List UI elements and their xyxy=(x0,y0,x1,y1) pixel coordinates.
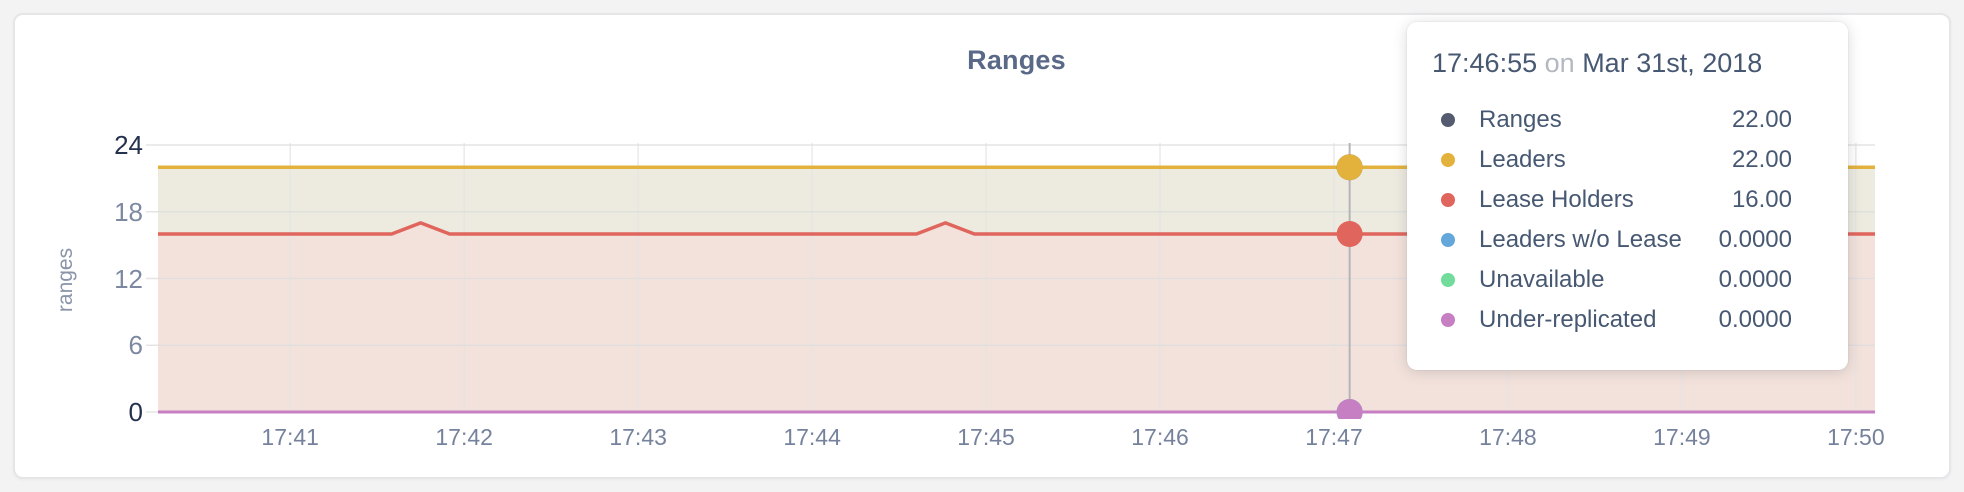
x-tick-label: 17:50 xyxy=(1827,424,1885,450)
tooltip-on-word: on xyxy=(1544,48,1575,78)
series-color-dot-icon xyxy=(1441,313,1455,327)
x-tick-label: 17:49 xyxy=(1653,424,1711,450)
chart-title: Ranges xyxy=(967,45,1066,75)
series-value: 22.00 xyxy=(1731,146,1792,173)
x-tick-label: 17:45 xyxy=(957,424,1015,450)
series-line-lease-holders xyxy=(158,221,1875,236)
tooltip-time: 17:46:55 xyxy=(1432,48,1538,78)
series-color-dot-icon xyxy=(1441,193,1455,207)
series-name: Unavailable xyxy=(1479,266,1605,293)
tooltip-series-row: Lease Holders 16.00 xyxy=(1407,180,1848,220)
series-value: 0.0000 xyxy=(1718,266,1792,293)
series-color-dot-icon xyxy=(1441,273,1455,287)
hover-dots xyxy=(1336,154,1363,419)
tooltip-series-row: Leaders 22.00 xyxy=(1407,140,1848,180)
tooltip-date: Mar 31st, 2018 xyxy=(1582,48,1763,78)
tooltip-header: 17:46:55 on Mar 31st, 2018 xyxy=(1432,46,1828,80)
series-color-dot-icon xyxy=(1441,233,1455,247)
series-value: 22.00 xyxy=(1731,106,1792,133)
y-tick-label: 12 xyxy=(114,263,143,294)
x-tick-label: 17:48 xyxy=(1479,424,1537,450)
series-name: Ranges xyxy=(1479,106,1562,133)
series-name: Lease Holders xyxy=(1479,186,1634,213)
series-value: 0.0000 xyxy=(1718,226,1792,253)
x-tick-label: 17:41 xyxy=(261,424,319,450)
x-tick-label: 17:44 xyxy=(783,424,841,450)
y-tick-label: 6 xyxy=(128,330,143,361)
tooltip-series-row: Unavailable 0.0000 xyxy=(1407,260,1848,300)
hover-dot-lease-holders xyxy=(1336,221,1363,247)
tooltip-series-row: Under-replicated 0.0000 xyxy=(1407,300,1848,340)
series-color-dot-icon xyxy=(1441,113,1455,127)
x-tick-label: 17:42 xyxy=(435,424,493,450)
tooltip-series-list: Ranges 22.00 Leaders 22.00 Lease Holders 16.0… xyxy=(1407,100,1848,340)
x-tick-label: 17:46 xyxy=(1131,424,1189,450)
x-tick-label: 17:43 xyxy=(609,424,667,450)
hover-dot-leaders xyxy=(1336,154,1363,181)
y-tick-label: 24 xyxy=(114,130,143,160)
series-name: Leaders xyxy=(1479,146,1566,173)
series-value: 16.00 xyxy=(1731,186,1792,213)
series-name: Leaders w/o Lease xyxy=(1479,226,1682,253)
hover-dot-under-replicated xyxy=(1336,399,1363,419)
hover-tooltip: 17:46:55 on Mar 31st, 2018 Ranges 22.00 Le… xyxy=(1407,22,1848,370)
series-name: Under-replicated xyxy=(1479,306,1657,333)
x-tick-label: 17:47 xyxy=(1305,424,1363,450)
tooltip-series-row: Leaders w/o Lease 0.0000 xyxy=(1407,220,1848,260)
tooltip-series-row: Ranges 22.00 xyxy=(1407,100,1848,140)
series-value: 0.0000 xyxy=(1718,306,1792,333)
y-tick-label: 18 xyxy=(114,196,143,227)
y-tick-label: 0 xyxy=(128,397,143,427)
series-color-dot-icon xyxy=(1441,153,1455,167)
